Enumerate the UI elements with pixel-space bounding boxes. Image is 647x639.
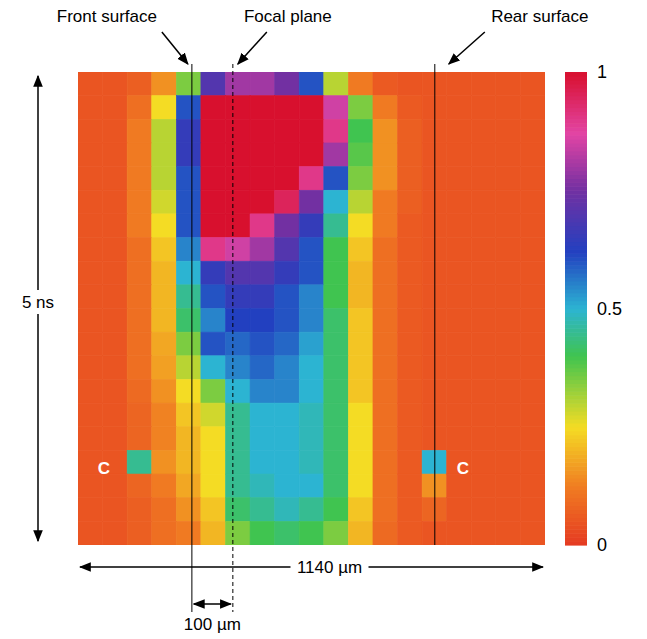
svg-text:C: C <box>457 459 469 478</box>
svg-text:0: 0 <box>597 535 607 555</box>
svg-text:Rear surface: Rear surface <box>491 7 588 26</box>
svg-text:5 ns: 5 ns <box>22 293 54 312</box>
svg-text:1: 1 <box>597 62 607 82</box>
svg-text:C: C <box>98 459 110 478</box>
svg-text:1140 µm: 1140 µm <box>297 558 362 577</box>
svg-text:100 µm: 100 µm <box>184 615 241 634</box>
svg-text:Focal plane: Focal plane <box>244 7 332 26</box>
svg-text:0.5: 0.5 <box>597 299 622 319</box>
svg-text:Front surface: Front surface <box>57 7 157 26</box>
